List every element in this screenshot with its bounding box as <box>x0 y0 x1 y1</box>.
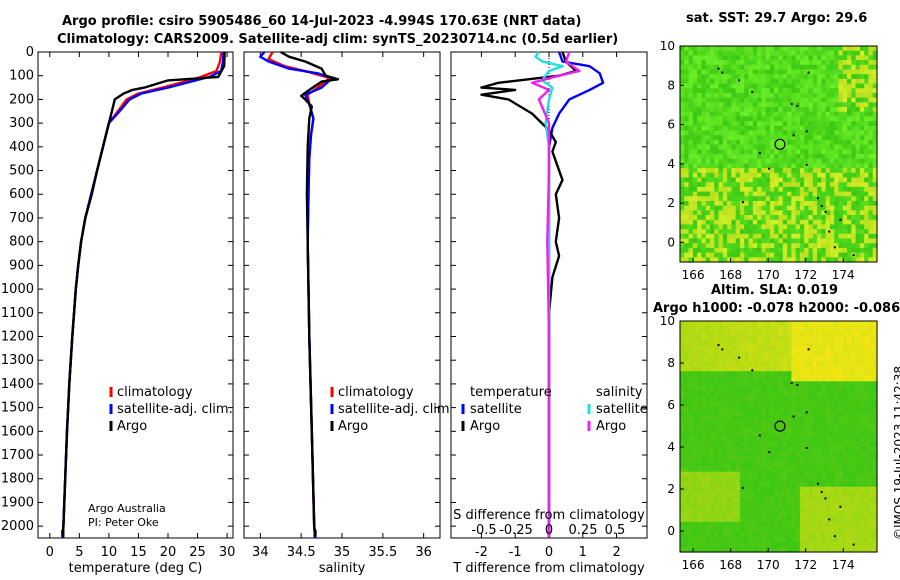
x-tick-label: -2 <box>475 545 488 560</box>
legend-label: satellite <box>596 402 648 417</box>
y-tick-label: 1300 <box>1 353 34 368</box>
x-axis-label: temperature (deg C) <box>69 561 203 576</box>
sla-map-subtitle: Argo h1000: -0.078 h2000: -0.086 <box>653 301 900 316</box>
y-tick-label: 1700 <box>1 448 34 463</box>
legend-label: satellite-adj. clim. <box>338 402 454 417</box>
s-diff-tick-label: -0.5 <box>471 523 496 538</box>
series-salinity-argo <box>530 51 581 536</box>
s-diff-tick-label: -0.25 <box>499 523 533 538</box>
x-tick-label: 34.5 <box>287 545 316 560</box>
x-tick-label: 0 <box>46 545 54 560</box>
y-tick-label: 1400 <box>1 377 34 392</box>
legend-label: climatology <box>338 385 414 400</box>
series-argo <box>280 50 340 536</box>
y-tick-label: 1800 <box>1 472 34 487</box>
x-tick-label: 36 <box>415 545 432 560</box>
legend-title-salinity: salinity <box>596 385 643 400</box>
legend-label: satellite <box>470 402 522 417</box>
x-tick-label: 1 <box>579 545 587 560</box>
x-axis-label: salinity <box>319 561 366 576</box>
y-tick-label: 1500 <box>1 401 34 416</box>
legend-label: Argo <box>470 419 500 434</box>
x-tick-label: 35.5 <box>368 545 397 560</box>
title-line-1: Argo profile: csiro 5905486_60 14-Jul-20… <box>62 14 582 29</box>
legend-title-temperature: temperature <box>470 385 552 400</box>
sla-map-title: Altim. SLA: 0.019 <box>711 283 838 298</box>
x-tick-label: 30 <box>219 545 236 560</box>
y-tick-label: 0 <box>26 45 34 60</box>
y-tick-label: 1900 <box>1 495 34 510</box>
title-line-2: Climatology: CARS2009. Satellite-adj cli… <box>57 32 619 47</box>
s-diff-tick-label: 0.5 <box>605 523 626 538</box>
y-tick-label: 2000 <box>1 519 34 534</box>
x-tick-label: 25 <box>189 545 206 560</box>
x-tick-label: 20 <box>160 545 177 560</box>
legend-label: Argo <box>338 419 368 434</box>
x-tick-label: 2 <box>612 545 620 560</box>
y-tick-label: 500 <box>9 164 34 179</box>
x-tick-label: -1 <box>509 545 522 560</box>
plot-frame <box>37 51 234 539</box>
y-tick-label: 900 <box>9 258 34 273</box>
x-axis-label: T difference from climatology <box>452 561 645 576</box>
y-tick-label: 1600 <box>1 424 34 439</box>
y-tick-label: 1000 <box>1 282 34 297</box>
x-tick-label: 34 <box>252 545 269 560</box>
y-tick-label: 300 <box>9 116 34 131</box>
s-diff-axis-label: S difference from climatology <box>453 508 645 523</box>
legend-label: climatology <box>117 385 193 400</box>
credit-org: Argo Australia <box>88 502 166 515</box>
s-diff-tick-label: 0.25 <box>569 523 598 538</box>
y-tick-label: 600 <box>9 187 34 202</box>
y-tick-label: 400 <box>9 140 34 155</box>
x-tick-label: 10 <box>101 545 118 560</box>
series-argo <box>61 51 226 536</box>
x-tick-label: 5 <box>75 545 83 560</box>
series-temperature-argo <box>480 51 578 536</box>
difference-panel: -2 -1 0 1 2T difference from climatology temp… <box>450 51 648 576</box>
legend-label: satellite-adj. clim. <box>117 402 233 417</box>
salinity-panel: 34 34.5 35 35.5 36 salinity climatology satelli… <box>243 50 454 576</box>
y-tick-label: 1200 <box>1 329 34 344</box>
y-tick-label: 700 <box>9 211 34 226</box>
plot-frame <box>243 51 441 539</box>
sst-map-title: sat. SST: 29.7 Argo: 29.6 <box>686 11 868 26</box>
s-diff-tick-label: 0 <box>545 523 553 538</box>
y-tick-label: 100 <box>9 69 34 84</box>
y-tick-label: 1100 <box>1 306 34 321</box>
credit-pi: PI: Peter Oke <box>88 516 159 529</box>
x-tick-label: 15 <box>130 545 147 560</box>
x-tick-label: 0 <box>545 545 553 560</box>
legend-label: Argo <box>117 419 147 434</box>
legend-label: Argo <box>596 419 626 434</box>
y-tick-label: 200 <box>9 92 34 107</box>
y-tick-label: 800 <box>9 235 34 250</box>
temperature-panel: 0 5 10 15 20 25 30 temperature (deg C) 0 100 200 30… <box>1 45 235 576</box>
x-tick-label: 35 <box>334 545 351 560</box>
